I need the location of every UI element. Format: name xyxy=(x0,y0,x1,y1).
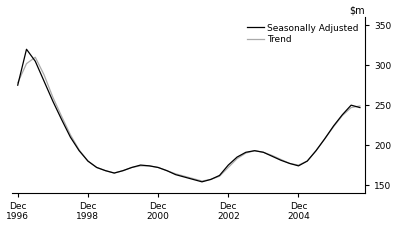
Seasonally Adjusted xyxy=(112,172,117,174)
Trend xyxy=(296,164,301,166)
Trend xyxy=(129,166,134,169)
Trend xyxy=(331,125,336,128)
Trend xyxy=(314,149,318,152)
Trend xyxy=(305,160,310,163)
Trend xyxy=(235,157,239,160)
Trend xyxy=(191,177,196,180)
Seasonally Adjusted xyxy=(261,151,266,154)
Seasonally Adjusted xyxy=(24,48,29,51)
Trend xyxy=(279,158,283,161)
Seasonally Adjusted xyxy=(208,178,213,181)
Trend xyxy=(68,133,73,136)
Seasonally Adjusted xyxy=(235,156,239,158)
Seasonally Adjusted xyxy=(358,106,362,109)
Trend xyxy=(208,178,213,181)
Trend xyxy=(270,154,275,157)
Seasonally Adjusted xyxy=(50,100,55,103)
Seasonally Adjusted xyxy=(331,125,336,127)
Seasonally Adjusted xyxy=(226,164,231,166)
Trend xyxy=(94,166,99,169)
Legend: Seasonally Adjusted, Trend: Seasonally Adjusted, Trend xyxy=(246,22,360,46)
Seasonally Adjusted xyxy=(164,169,169,172)
Trend xyxy=(77,148,81,151)
Seasonally Adjusted xyxy=(252,149,257,152)
Trend xyxy=(322,137,327,140)
Seasonally Adjusted xyxy=(349,104,353,106)
Seasonally Adjusted xyxy=(279,159,283,162)
Seasonally Adjusted xyxy=(217,174,222,177)
Trend xyxy=(121,169,125,172)
Seasonally Adjusted xyxy=(200,180,204,183)
Seasonally Adjusted xyxy=(33,60,38,63)
Seasonally Adjusted xyxy=(77,149,81,152)
Trend xyxy=(164,169,169,172)
Trend xyxy=(33,56,38,59)
Seasonally Adjusted xyxy=(322,137,327,140)
Trend xyxy=(243,152,248,154)
Trend xyxy=(226,166,231,169)
Trend xyxy=(85,160,90,163)
Trend xyxy=(217,175,222,178)
Seasonally Adjusted xyxy=(15,84,20,86)
Seasonally Adjusted xyxy=(129,166,134,169)
Seasonally Adjusted xyxy=(243,151,248,154)
Trend xyxy=(200,180,204,183)
Trend xyxy=(358,105,362,107)
Trend xyxy=(156,166,160,169)
Trend xyxy=(112,172,117,174)
Seasonally Adjusted xyxy=(270,155,275,158)
Trend xyxy=(42,74,46,76)
Trend xyxy=(182,175,187,178)
Trend xyxy=(147,165,152,167)
Seasonally Adjusted xyxy=(191,178,196,181)
Seasonally Adjusted xyxy=(156,166,160,169)
Line: Seasonally Adjusted: Seasonally Adjusted xyxy=(18,49,360,182)
Seasonally Adjusted xyxy=(182,176,187,178)
Text: $m: $m xyxy=(349,5,365,15)
Trend xyxy=(15,81,20,84)
Trend xyxy=(349,106,353,109)
Trend xyxy=(287,162,292,165)
Trend xyxy=(138,165,143,167)
Seasonally Adjusted xyxy=(103,169,108,172)
Seasonally Adjusted xyxy=(314,149,318,152)
Seasonally Adjusted xyxy=(138,164,143,166)
Trend xyxy=(252,149,257,152)
Seasonally Adjusted xyxy=(296,165,301,167)
Seasonally Adjusted xyxy=(173,173,178,176)
Trend xyxy=(173,173,178,175)
Trend xyxy=(340,114,345,117)
Seasonally Adjusted xyxy=(68,136,73,138)
Seasonally Adjusted xyxy=(147,165,152,167)
Trend xyxy=(50,96,55,99)
Seasonally Adjusted xyxy=(42,80,46,83)
Line: Trend: Trend xyxy=(18,57,360,181)
Seasonally Adjusted xyxy=(94,166,99,169)
Seasonally Adjusted xyxy=(59,118,64,121)
Trend xyxy=(103,169,108,172)
Trend xyxy=(261,151,266,154)
Seasonally Adjusted xyxy=(305,160,310,163)
Trend xyxy=(59,115,64,118)
Trend xyxy=(24,62,29,65)
Seasonally Adjusted xyxy=(121,169,125,172)
Seasonally Adjusted xyxy=(85,160,90,163)
Seasonally Adjusted xyxy=(340,113,345,116)
Seasonally Adjusted xyxy=(287,162,292,165)
